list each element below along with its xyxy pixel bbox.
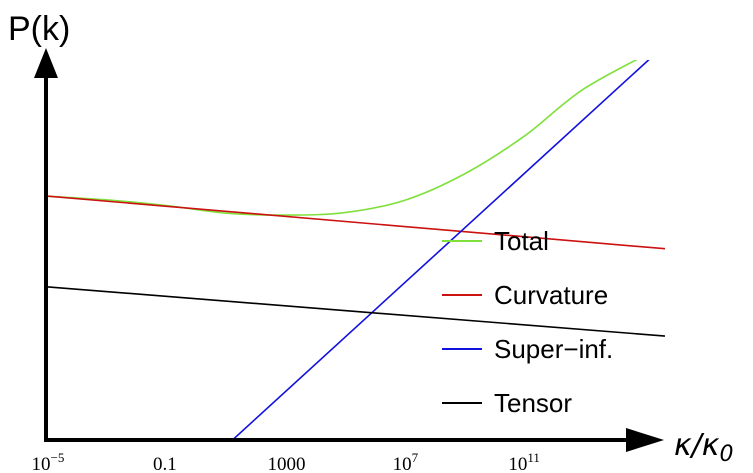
legend-item: Curvature: [442, 280, 608, 310]
legend-label: Super−inf.: [494, 334, 613, 364]
series-line-curvature: [48, 195, 666, 250]
x-tick-label: 0.1: [153, 454, 177, 473]
x-tick-label: 1000: [267, 454, 305, 473]
series-line-tensor: [48, 286, 666, 337]
x-axis-label-main: κ/κ: [674, 428, 720, 463]
svg-text:κ/κ0: κ/κ0: [674, 428, 733, 467]
legend-item: Tensor: [442, 388, 572, 418]
x-axis-label-subscript: 0: [719, 442, 733, 467]
x-axis-label: κ/κ0: [674, 428, 733, 467]
legend-item: Total: [442, 226, 549, 256]
legend-label: Tensor: [494, 388, 572, 418]
x-tick-label: 1011: [508, 450, 540, 473]
series-layer: [48, 60, 666, 440]
legend: Total Curvature Super−inf. Tensor: [442, 226, 613, 418]
axes: [34, 48, 664, 452]
series-line-super-inf: [231, 60, 650, 440]
legend-label: Total: [494, 226, 549, 256]
legend-label: Curvature: [494, 280, 608, 310]
x-axis-arrow: [626, 428, 664, 452]
x-tick-label: 10−5: [32, 450, 65, 473]
y-axis-label: P(k): [8, 10, 70, 48]
x-tick-label: 107: [393, 450, 419, 473]
x-tick-labels: 10−5 0.1 1000 107 1011: [32, 450, 540, 473]
series-line-total: [48, 60, 638, 216]
legend-item: Super−inf.: [442, 334, 613, 364]
y-axis-arrow: [34, 48, 58, 78]
